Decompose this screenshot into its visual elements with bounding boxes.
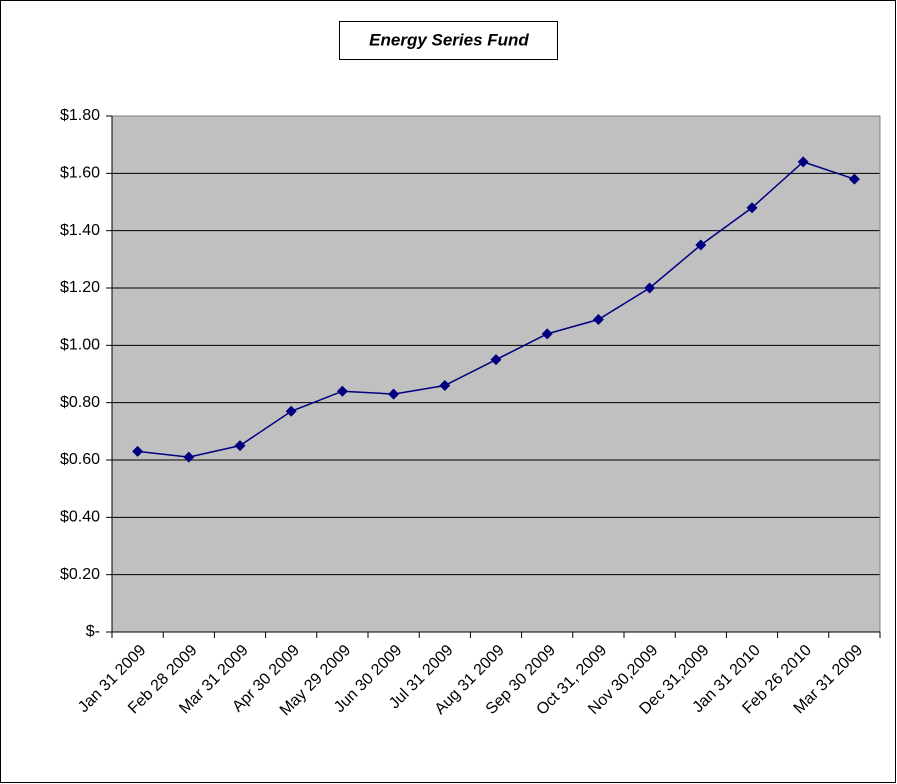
y-tick-label: $0.60 — [60, 451, 100, 468]
data-point — [285, 405, 297, 417]
data-point — [336, 385, 348, 397]
y-tick-label: $1.60 — [60, 165, 100, 182]
data-point — [439, 379, 451, 391]
data-point — [746, 202, 758, 214]
y-tick-label: $0.20 — [60, 566, 100, 583]
data-point — [541, 328, 553, 340]
y-tick-label: $1.80 — [60, 107, 100, 124]
data-point — [183, 451, 195, 463]
y-tick-label: $0.40 — [60, 509, 100, 526]
data-point — [848, 173, 860, 185]
y-tick-label: $1.20 — [60, 279, 100, 296]
data-point — [695, 239, 707, 251]
data-point — [490, 354, 502, 366]
y-tick-label: $1.00 — [60, 337, 100, 354]
data-point — [234, 440, 246, 452]
y-tick-label: $0.80 — [60, 394, 100, 411]
data-point — [644, 282, 656, 294]
plot-area — [112, 116, 880, 632]
data-point — [797, 156, 809, 168]
data-point — [132, 445, 144, 457]
data-point — [388, 388, 400, 400]
data-point — [592, 314, 604, 326]
y-tick-label: $1.40 — [60, 222, 100, 239]
title-box — [339, 21, 558, 60]
y-tick-label: $- — [86, 623, 100, 640]
chart-title: Energy Series Fund — [369, 30, 529, 49]
